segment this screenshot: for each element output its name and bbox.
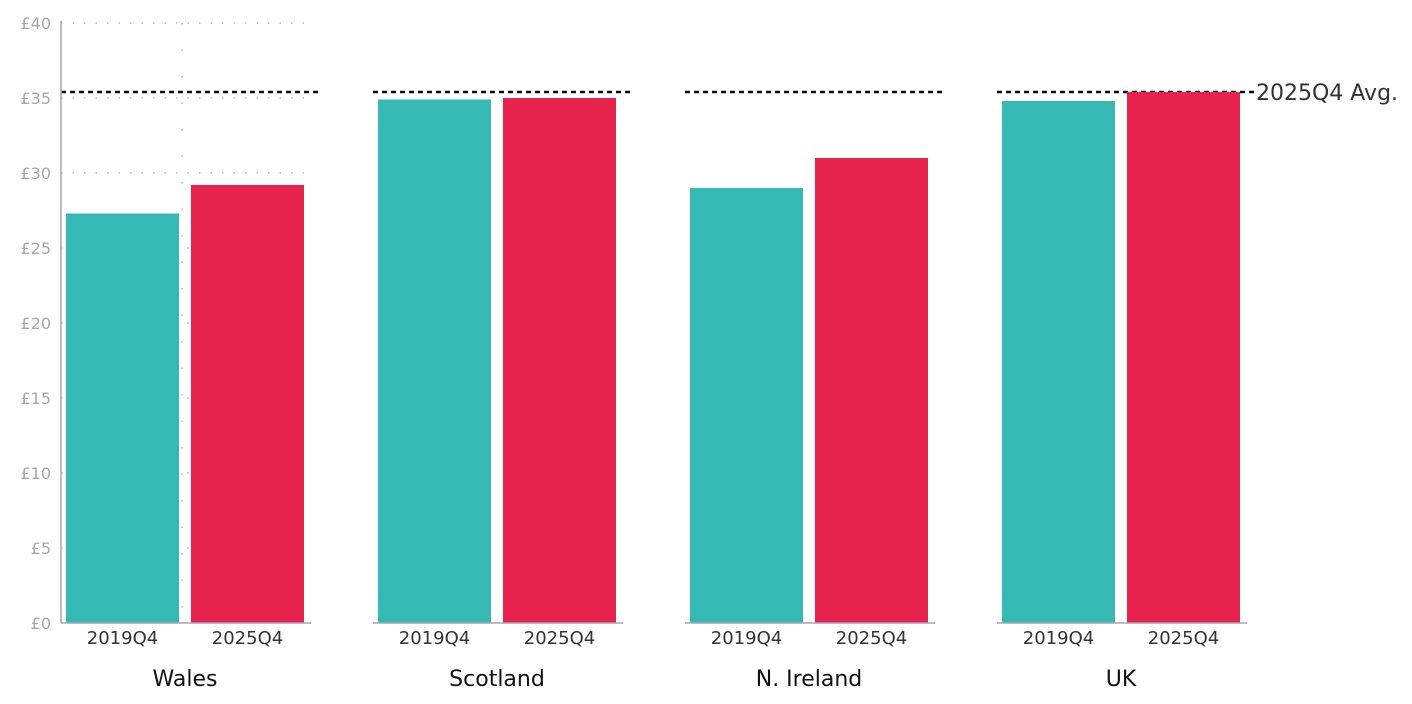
bars	[66, 92, 1240, 623]
bar-label-scotland-2019q4: 2019Q4	[399, 628, 470, 649]
labels: 2019Q4 2025Q4 Wales 2019Q4 2025Q4 Scotland 201…	[20, 14, 1398, 692]
bar-n-ireland-2019q4	[690, 188, 803, 623]
bar-uk-2025q4	[1127, 92, 1240, 623]
bar-label-n-ireland-2025q4: 2025Q4	[836, 628, 907, 649]
reference-line-label: 2025Q4 Avg.	[1256, 81, 1398, 106]
bar-label-uk-2019q4: 2019Q4	[1023, 628, 1094, 649]
y-tick-label-25: £25	[20, 239, 51, 258]
group-label-uk: UK	[1106, 667, 1137, 692]
bar-scotland-2025q4	[503, 98, 616, 623]
y-tick-label-30: £30	[20, 164, 51, 183]
bar-uk-2019q4	[1002, 101, 1115, 623]
y-tick-label-35: £35	[20, 89, 51, 108]
y-tick-label-0: £0	[31, 614, 51, 633]
bar-label-uk-2025q4: 2025Q4	[1148, 628, 1219, 649]
bar-label-scotland-2025q4: 2025Q4	[524, 628, 595, 649]
group-label-n-ireland: N. Ireland	[756, 667, 863, 692]
y-tick-label-15: £15	[20, 389, 51, 408]
y-tick-label-40: £40	[20, 14, 51, 33]
group-label-scotland: Scotland	[449, 667, 545, 692]
y-tick-label-20: £20	[20, 314, 51, 333]
bar-label-n-ireland-2019q4: 2019Q4	[711, 628, 782, 649]
y-tick-label-5: £5	[31, 539, 51, 558]
bar-label-wales-2019q4: 2019Q4	[87, 628, 158, 649]
group-label-wales: Wales	[153, 667, 218, 692]
bar-wales-2025q4	[191, 185, 304, 623]
bar-scotland-2019q4	[378, 99, 491, 623]
y-tick-label-10: £10	[20, 464, 51, 483]
bar-label-wales-2025q4: 2025Q4	[212, 628, 283, 649]
bar-wales-2019q4	[66, 213, 179, 623]
bar-n-ireland-2025q4	[815, 158, 928, 623]
axes	[60, 21, 1247, 624]
